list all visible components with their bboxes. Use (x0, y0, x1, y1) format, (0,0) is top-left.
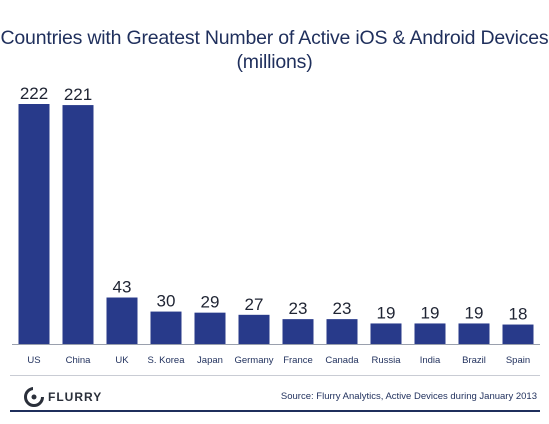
data-label: 18 (509, 305, 528, 324)
bar-china (62, 105, 94, 344)
source-note: Source: Flurry Analytics, Active Devices… (280, 391, 537, 402)
x-tick-label: Russia (371, 355, 401, 366)
bar-uk (106, 297, 138, 344)
logo-text: FLURRY (48, 390, 103, 404)
x-tick-label: Japan (197, 355, 223, 366)
x-tick-label: Canada (325, 355, 359, 366)
x-tick-label: S. Korea (148, 355, 186, 366)
bar-us (18, 104, 50, 344)
flurry-logo: FLURRY (24, 386, 102, 408)
data-label: 222 (20, 84, 48, 103)
bar-brazil (458, 323, 490, 344)
bar-s-korea (150, 311, 182, 344)
x-tick-label: Brazil (462, 355, 486, 366)
x-tick-label: US (27, 355, 40, 366)
bar-france (282, 319, 314, 344)
data-label: 19 (465, 303, 484, 322)
x-tick-label: UK (115, 355, 129, 366)
flurry-logo-icon (24, 387, 44, 407)
x-tick-label: Germany (234, 355, 273, 366)
data-label: 43 (113, 278, 132, 297)
data-label: 30 (157, 292, 176, 311)
footer-divider (10, 375, 540, 376)
x-tick-label: India (420, 355, 441, 366)
data-label: 29 (201, 293, 220, 312)
bar-germany (238, 314, 270, 344)
bottom-border (10, 410, 540, 412)
chart-title: Countries with Greatest Number of Active… (0, 27, 549, 49)
chart-subtitle: (millions) (236, 51, 313, 73)
x-tick-label: Spain (506, 355, 530, 366)
bar-russia (370, 323, 402, 344)
bar-india (414, 323, 446, 344)
x-tick-label: China (66, 355, 92, 366)
data-label: 23 (333, 299, 352, 318)
chart-title-block: Countries with Greatest Number of Active… (0, 26, 549, 74)
bar-spain (502, 324, 534, 344)
data-label: 27 (245, 295, 264, 314)
data-label: 221 (64, 85, 92, 104)
bar-japan (194, 312, 226, 344)
data-label: 19 (421, 303, 440, 322)
bar-canada (326, 319, 358, 344)
x-tick-label: France (283, 355, 313, 366)
data-label: 19 (377, 303, 396, 322)
data-label: 23 (289, 299, 308, 318)
